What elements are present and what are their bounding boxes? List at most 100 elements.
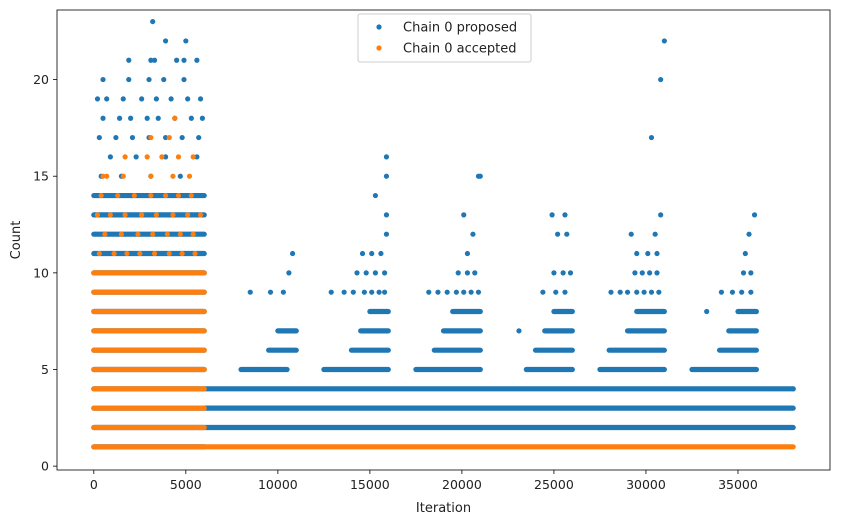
point-run bbox=[431, 347, 483, 353]
data-point bbox=[113, 134, 119, 141]
point-run bbox=[689, 366, 759, 373]
point-run bbox=[91, 212, 207, 218]
x-tick-label: 0 bbox=[90, 477, 98, 492]
data-point bbox=[179, 134, 185, 141]
data-point bbox=[376, 289, 382, 295]
data-point bbox=[144, 115, 150, 121]
point-run bbox=[542, 328, 575, 334]
data-point bbox=[658, 76, 664, 83]
data-point bbox=[162, 38, 169, 44]
data-point bbox=[363, 270, 369, 276]
data-point bbox=[648, 289, 655, 295]
data-point bbox=[383, 154, 390, 160]
data-point bbox=[562, 289, 568, 295]
data-point bbox=[634, 250, 640, 257]
legend-box bbox=[357, 13, 532, 63]
data-point bbox=[383, 212, 390, 218]
y-axis: 0 5 10 15 20 bbox=[33, 72, 57, 474]
data-point bbox=[104, 173, 110, 179]
data-point bbox=[267, 289, 274, 295]
point-run bbox=[91, 231, 207, 237]
data-point bbox=[139, 212, 145, 218]
data-point bbox=[350, 289, 356, 295]
data-point bbox=[564, 231, 570, 237]
data-point bbox=[382, 289, 388, 295]
data-point bbox=[383, 231, 390, 237]
data-point bbox=[148, 173, 154, 179]
data-point bbox=[190, 154, 196, 160]
data-point bbox=[354, 270, 360, 276]
point-run bbox=[735, 308, 759, 315]
data-point bbox=[151, 57, 158, 63]
data-point bbox=[455, 270, 461, 276]
y-tick-label: 0 bbox=[41, 459, 49, 474]
data-point bbox=[116, 115, 123, 121]
point-run bbox=[275, 328, 299, 334]
x-axis: 0 5000 10000 15000 20000 25000 30000 35000 bbox=[90, 470, 758, 492]
point-run bbox=[91, 405, 207, 411]
data-point bbox=[751, 212, 758, 218]
data-point bbox=[166, 134, 172, 141]
data-point bbox=[151, 250, 158, 257]
data-point bbox=[150, 231, 156, 237]
legend-marker-accepted bbox=[376, 45, 382, 51]
data-point bbox=[704, 308, 710, 315]
data-point bbox=[477, 173, 483, 179]
data-point bbox=[553, 289, 559, 295]
point-run bbox=[367, 308, 391, 315]
data-point bbox=[654, 270, 660, 276]
data-point bbox=[551, 270, 557, 276]
data-point bbox=[124, 250, 130, 257]
legend-label-accepted: Chain 0 accepted bbox=[403, 42, 517, 57]
data-point bbox=[148, 134, 154, 141]
data-point bbox=[624, 289, 631, 295]
data-point bbox=[652, 231, 658, 237]
data-point bbox=[126, 76, 132, 83]
data-point bbox=[174, 57, 180, 63]
data-point bbox=[634, 289, 640, 295]
data-point bbox=[135, 231, 141, 237]
data-point bbox=[654, 250, 660, 257]
data-point bbox=[137, 250, 143, 257]
point-run bbox=[358, 328, 391, 334]
data-point bbox=[378, 250, 384, 257]
data-point bbox=[247, 289, 253, 295]
data-point bbox=[359, 250, 366, 257]
data-point bbox=[647, 270, 653, 276]
data-point bbox=[645, 250, 651, 257]
data-point bbox=[372, 192, 379, 199]
data-point bbox=[475, 289, 482, 295]
point-run bbox=[91, 386, 796, 392]
data-point bbox=[197, 212, 204, 218]
series-proposed bbox=[91, 18, 796, 450]
data-point bbox=[464, 270, 471, 276]
point-run bbox=[606, 347, 667, 353]
data-point bbox=[197, 96, 204, 102]
point-run bbox=[91, 424, 796, 431]
data-point bbox=[120, 173, 126, 179]
point-run bbox=[597, 366, 667, 373]
legend: Chain 0 proposed Chain 0 accepted bbox=[357, 13, 532, 63]
point-run bbox=[450, 308, 483, 315]
data-point bbox=[100, 76, 106, 83]
data-point bbox=[461, 212, 467, 218]
point-run bbox=[91, 366, 207, 373]
data-point bbox=[153, 212, 159, 218]
data-point bbox=[560, 270, 566, 276]
data-point bbox=[617, 289, 623, 295]
data-point bbox=[94, 96, 101, 102]
data-point bbox=[435, 289, 441, 295]
data-point bbox=[162, 134, 169, 141]
data-point bbox=[131, 192, 137, 199]
data-point bbox=[199, 115, 205, 121]
data-point bbox=[383, 173, 390, 179]
data-point bbox=[661, 38, 667, 44]
data-point bbox=[369, 289, 375, 295]
data-point bbox=[555, 231, 561, 237]
data-point bbox=[540, 289, 546, 295]
data-point bbox=[444, 289, 450, 295]
point-run bbox=[532, 347, 575, 353]
data-point bbox=[111, 250, 117, 257]
data-point bbox=[194, 154, 200, 160]
